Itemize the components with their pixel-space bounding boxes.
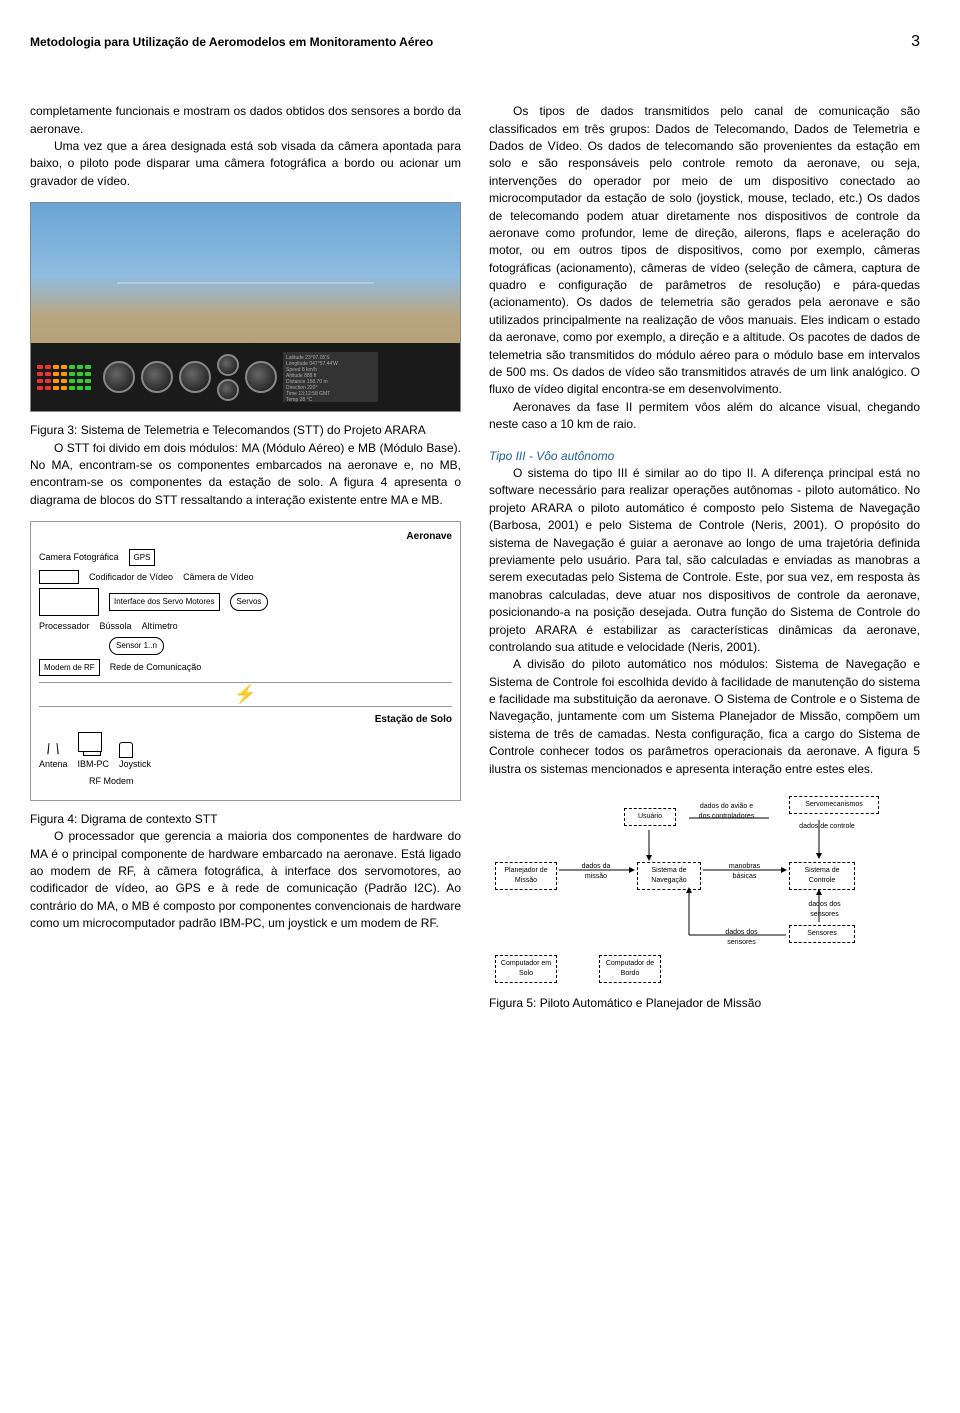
camera-box: [39, 570, 79, 584]
dados-aviao-label: dados do avião e dos controladores: [694, 802, 759, 822]
dados-sensores-label-1: dados dos sensores: [797, 900, 852, 920]
comp-bordo-box: Computador de Bordo: [599, 955, 661, 983]
antena-label: Antena: [39, 758, 68, 771]
right-p4: A divisão do piloto automático nos módul…: [489, 656, 920, 778]
figure-4: Aeronave Camera Fotográfica GPS Codifica…: [30, 521, 461, 801]
pc-icon: [78, 732, 102, 752]
modem-rf-box: Modem de RF: [39, 659, 100, 677]
manobras-label: manobras básicas: [717, 862, 772, 882]
right-p3: O sistema do tipo III é similar ao do ti…: [489, 465, 920, 656]
antenna-icon: [40, 734, 66, 754]
gauge-5: [217, 379, 239, 401]
page-header: Metodologia para Utilização de Aeromodel…: [30, 30, 920, 53]
page-number: 3: [911, 30, 920, 53]
codificador-label: Codificador de Vídeo: [89, 571, 173, 584]
processador-label: Processador: [39, 620, 90, 633]
camera-label: Camera Fotográfica: [39, 551, 119, 564]
figure-5-caption: Figura 5: Piloto Automático e Planejador…: [489, 995, 920, 1012]
sensor-oval: Sensor 1..n: [109, 637, 164, 655]
rf-modem-label: RF Modem: [89, 775, 134, 788]
header-title: Metodologia para Utilização de Aeromodel…: [30, 34, 433, 51]
dados-controle-label: dados de controle: [797, 822, 857, 832]
figure-4-caption: Figura 4: Digrama de contexto STT: [30, 811, 461, 828]
rede-label: Rede de Comunicação: [110, 661, 202, 674]
autopilot-diagram: Usuário dados do avião e dos controlador…: [489, 790, 920, 985]
gauge-1: [103, 361, 135, 393]
altimetro-label: Altímetro: [142, 620, 178, 633]
telemetry-info-panel: Latitude 23°07.05'S Longitude 047°57.44'…: [283, 352, 378, 402]
left-p4: O processador que gerencia a maioria dos…: [30, 828, 461, 932]
horizon-line: [117, 282, 374, 284]
servos-box: Servomecanismos: [789, 796, 879, 814]
subsection-title: Tipo III - Vôo autônomo: [489, 448, 920, 465]
figure-3: Latitude 23°07.05'S Longitude 047°57.44'…: [30, 202, 461, 412]
figure-3-caption: Figura 3: Sistema de Telemetria e Teleco…: [30, 422, 461, 439]
cockpit-panel: Latitude 23°07.05'S Longitude 047°57.44'…: [31, 343, 460, 411]
processor-box: [39, 588, 99, 616]
aeronave-label: Aeronave: [39, 530, 452, 545]
sist-controle-box: Sistema de Controle: [789, 862, 855, 890]
joystick-label: Joystick: [119, 758, 151, 771]
left-p3: O STT foi divido em dois módulos: MA (Mó…: [30, 440, 461, 510]
sensores-box: Sensores: [789, 925, 855, 943]
interface-box: Interface dos Servo Motores: [109, 593, 220, 611]
sist-nav-box: Sistema de Navegação: [637, 862, 701, 890]
left-p2: Uma vez que a área designada está sob vi…: [30, 138, 461, 190]
stt-diagram: Aeronave Camera Fotográfica GPS Codifica…: [30, 521, 461, 801]
dados-sensores-label-2: dados dos sensores: [714, 928, 769, 948]
servos-oval: Servos: [230, 593, 269, 611]
comp-solo-box: Computador em Solo: [495, 955, 557, 983]
ibm-label: IBM-PC: [78, 758, 110, 771]
dados-missao-label: dados da missão: [571, 862, 621, 882]
left-column: completamente funcionais e mostram os da…: [30, 103, 461, 1012]
gauge-6: [245, 361, 277, 393]
gauge-4: [217, 354, 239, 376]
content-columns: completamente funcionais e mostram os da…: [30, 103, 920, 1012]
cockpit-screenshot: Latitude 23°07.05'S Longitude 047°57.44'…: [30, 202, 461, 412]
camera-video-label: Câmera de Vídeo: [183, 571, 254, 584]
rf-link-icon: ⚡: [39, 689, 452, 700]
usuario-box: Usuário: [624, 808, 676, 826]
gps-box: GPS: [129, 549, 156, 567]
planejador-box: Planejador de Missão: [495, 862, 557, 890]
figure-5: Usuário dados do avião e dos controlador…: [489, 790, 920, 985]
gauge-2: [141, 361, 173, 393]
led-indicators: [37, 365, 91, 390]
gauge-3: [179, 361, 211, 393]
right-p2: Aeronaves da fase II permitem vôos além …: [489, 399, 920, 434]
joystick-icon: [119, 742, 133, 758]
right-p1: Os tipos de dados transmitidos pelo cana…: [489, 103, 920, 399]
estacao-label: Estação de Solo: [39, 713, 452, 728]
right-column: Os tipos de dados transmitidos pelo cana…: [489, 103, 920, 1012]
left-p1: completamente funcionais e mostram os da…: [30, 103, 461, 138]
bussola-label: Bússola: [100, 620, 132, 633]
